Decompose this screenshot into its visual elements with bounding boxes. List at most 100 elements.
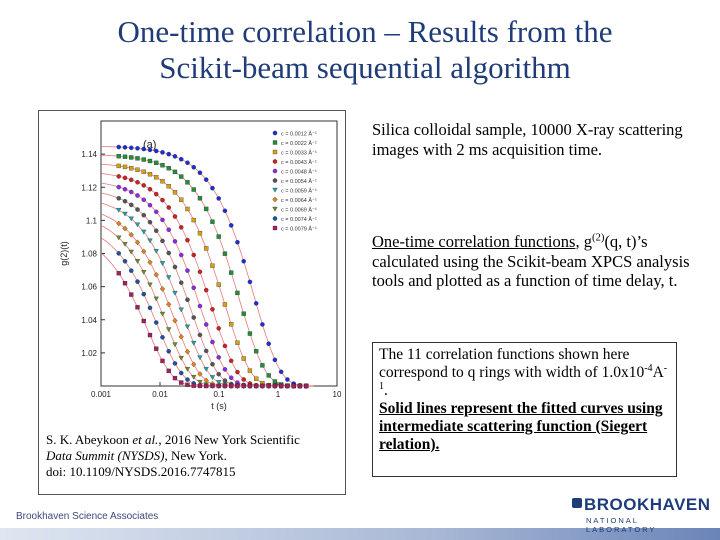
data-point (141, 169, 146, 174)
data-point (272, 383, 278, 389)
legend-marker (272, 225, 278, 231)
legend-entry: c = 0.0059 Å⁻¹ (281, 188, 317, 195)
data-point (141, 146, 146, 152)
data-point (184, 367, 191, 372)
x-tick-label: 10 (333, 390, 342, 399)
data-point (147, 238, 153, 244)
data-point (241, 383, 246, 389)
data-point (179, 380, 184, 385)
data-point (278, 369, 284, 375)
data-point (197, 355, 203, 361)
data-point (203, 348, 209, 354)
caption-line-1: S. K. Abeykoon et al., 2016 New York Sci… (46, 432, 300, 447)
brookhaven-logo: BROOKHAVEN NATIONAL LABORATORY (572, 495, 712, 534)
legend-entry: c = 0.0048 Å⁻¹ (281, 169, 317, 176)
data-point (216, 371, 221, 377)
data-point (304, 383, 309, 389)
data-point (172, 154, 178, 159)
y-tick-label: 1.04 (81, 316, 97, 325)
data-point (160, 179, 165, 184)
data-point (297, 383, 303, 389)
fit-note: Solid lines represent the fitted curves … (379, 400, 663, 453)
data-point (253, 301, 259, 306)
data-point (179, 197, 184, 202)
data-point (153, 228, 159, 233)
data-point (285, 377, 290, 382)
data-point (197, 379, 203, 385)
data-point (135, 279, 140, 284)
data-point (191, 375, 197, 380)
data-point (166, 349, 171, 354)
data-point (197, 383, 203, 389)
data-point (241, 259, 246, 264)
data-point (147, 305, 153, 311)
data-point (166, 275, 172, 280)
data-point (185, 160, 190, 166)
data-point (185, 377, 190, 382)
data-point (129, 155, 134, 160)
y-tick-label: 1.12 (81, 183, 97, 192)
data-point (166, 205, 171, 210)
data-point (141, 229, 147, 235)
data-point (191, 383, 196, 388)
x-tick-label: 1 (276, 390, 281, 399)
data-point (147, 202, 153, 208)
data-point (160, 197, 165, 203)
data-point (128, 231, 134, 238)
data-point (216, 383, 221, 389)
data-point (160, 335, 165, 340)
data-point (222, 343, 228, 349)
data-point (129, 177, 134, 183)
data-point (178, 280, 184, 285)
data-point (241, 311, 246, 316)
data-point (129, 202, 134, 208)
slide-title: One-time correlation – Results from the … (40, 14, 690, 86)
data-point (197, 170, 203, 176)
data-point (285, 383, 290, 389)
legend-entry: c = 0.0064 Å⁻¹ (281, 197, 317, 204)
data-point (191, 217, 196, 223)
data-point (222, 208, 228, 214)
data-point (159, 261, 166, 266)
data-point (209, 375, 216, 380)
data-point (160, 163, 165, 168)
y-tick-label: 1.08 (81, 250, 97, 259)
data-point (247, 331, 253, 336)
data-point (135, 156, 140, 161)
data-point (260, 383, 265, 389)
data-point (141, 183, 146, 188)
data-point (166, 368, 171, 374)
data-point (122, 198, 128, 204)
data-point (210, 219, 215, 224)
panel-label: (a) (143, 139, 156, 151)
data-point (147, 172, 153, 177)
x-axis-label: t (s) (211, 401, 227, 411)
data-point (266, 341, 271, 346)
data-point (229, 270, 234, 275)
caption-line-3: doi: 10.1109/NYSDS.2016.7747815 (46, 464, 236, 479)
data-point (204, 246, 209, 251)
data-point (222, 383, 228, 389)
data-point (185, 180, 190, 185)
y-axis-label: g(2)(t) (59, 241, 69, 266)
data-point (116, 271, 121, 276)
data-point (254, 376, 259, 381)
data-point (147, 282, 153, 288)
data-point (216, 196, 221, 201)
data-point (160, 217, 165, 223)
data-point (185, 297, 190, 302)
data-point (197, 332, 203, 338)
data-point (203, 287, 209, 293)
legend-marker (272, 206, 278, 212)
legend-entry: c = 0.0079 Å⁻¹ (281, 226, 317, 233)
data-point (122, 211, 128, 217)
data-point (166, 184, 171, 189)
data-point (160, 150, 165, 155)
data-point (241, 356, 246, 361)
legend-marker (272, 149, 278, 155)
data-point (216, 234, 221, 239)
data-point (153, 296, 159, 302)
legend-marker (272, 168, 278, 174)
caption-line-2: Data Summit (NYSDS), New York. (46, 448, 227, 463)
data-point (247, 279, 253, 285)
